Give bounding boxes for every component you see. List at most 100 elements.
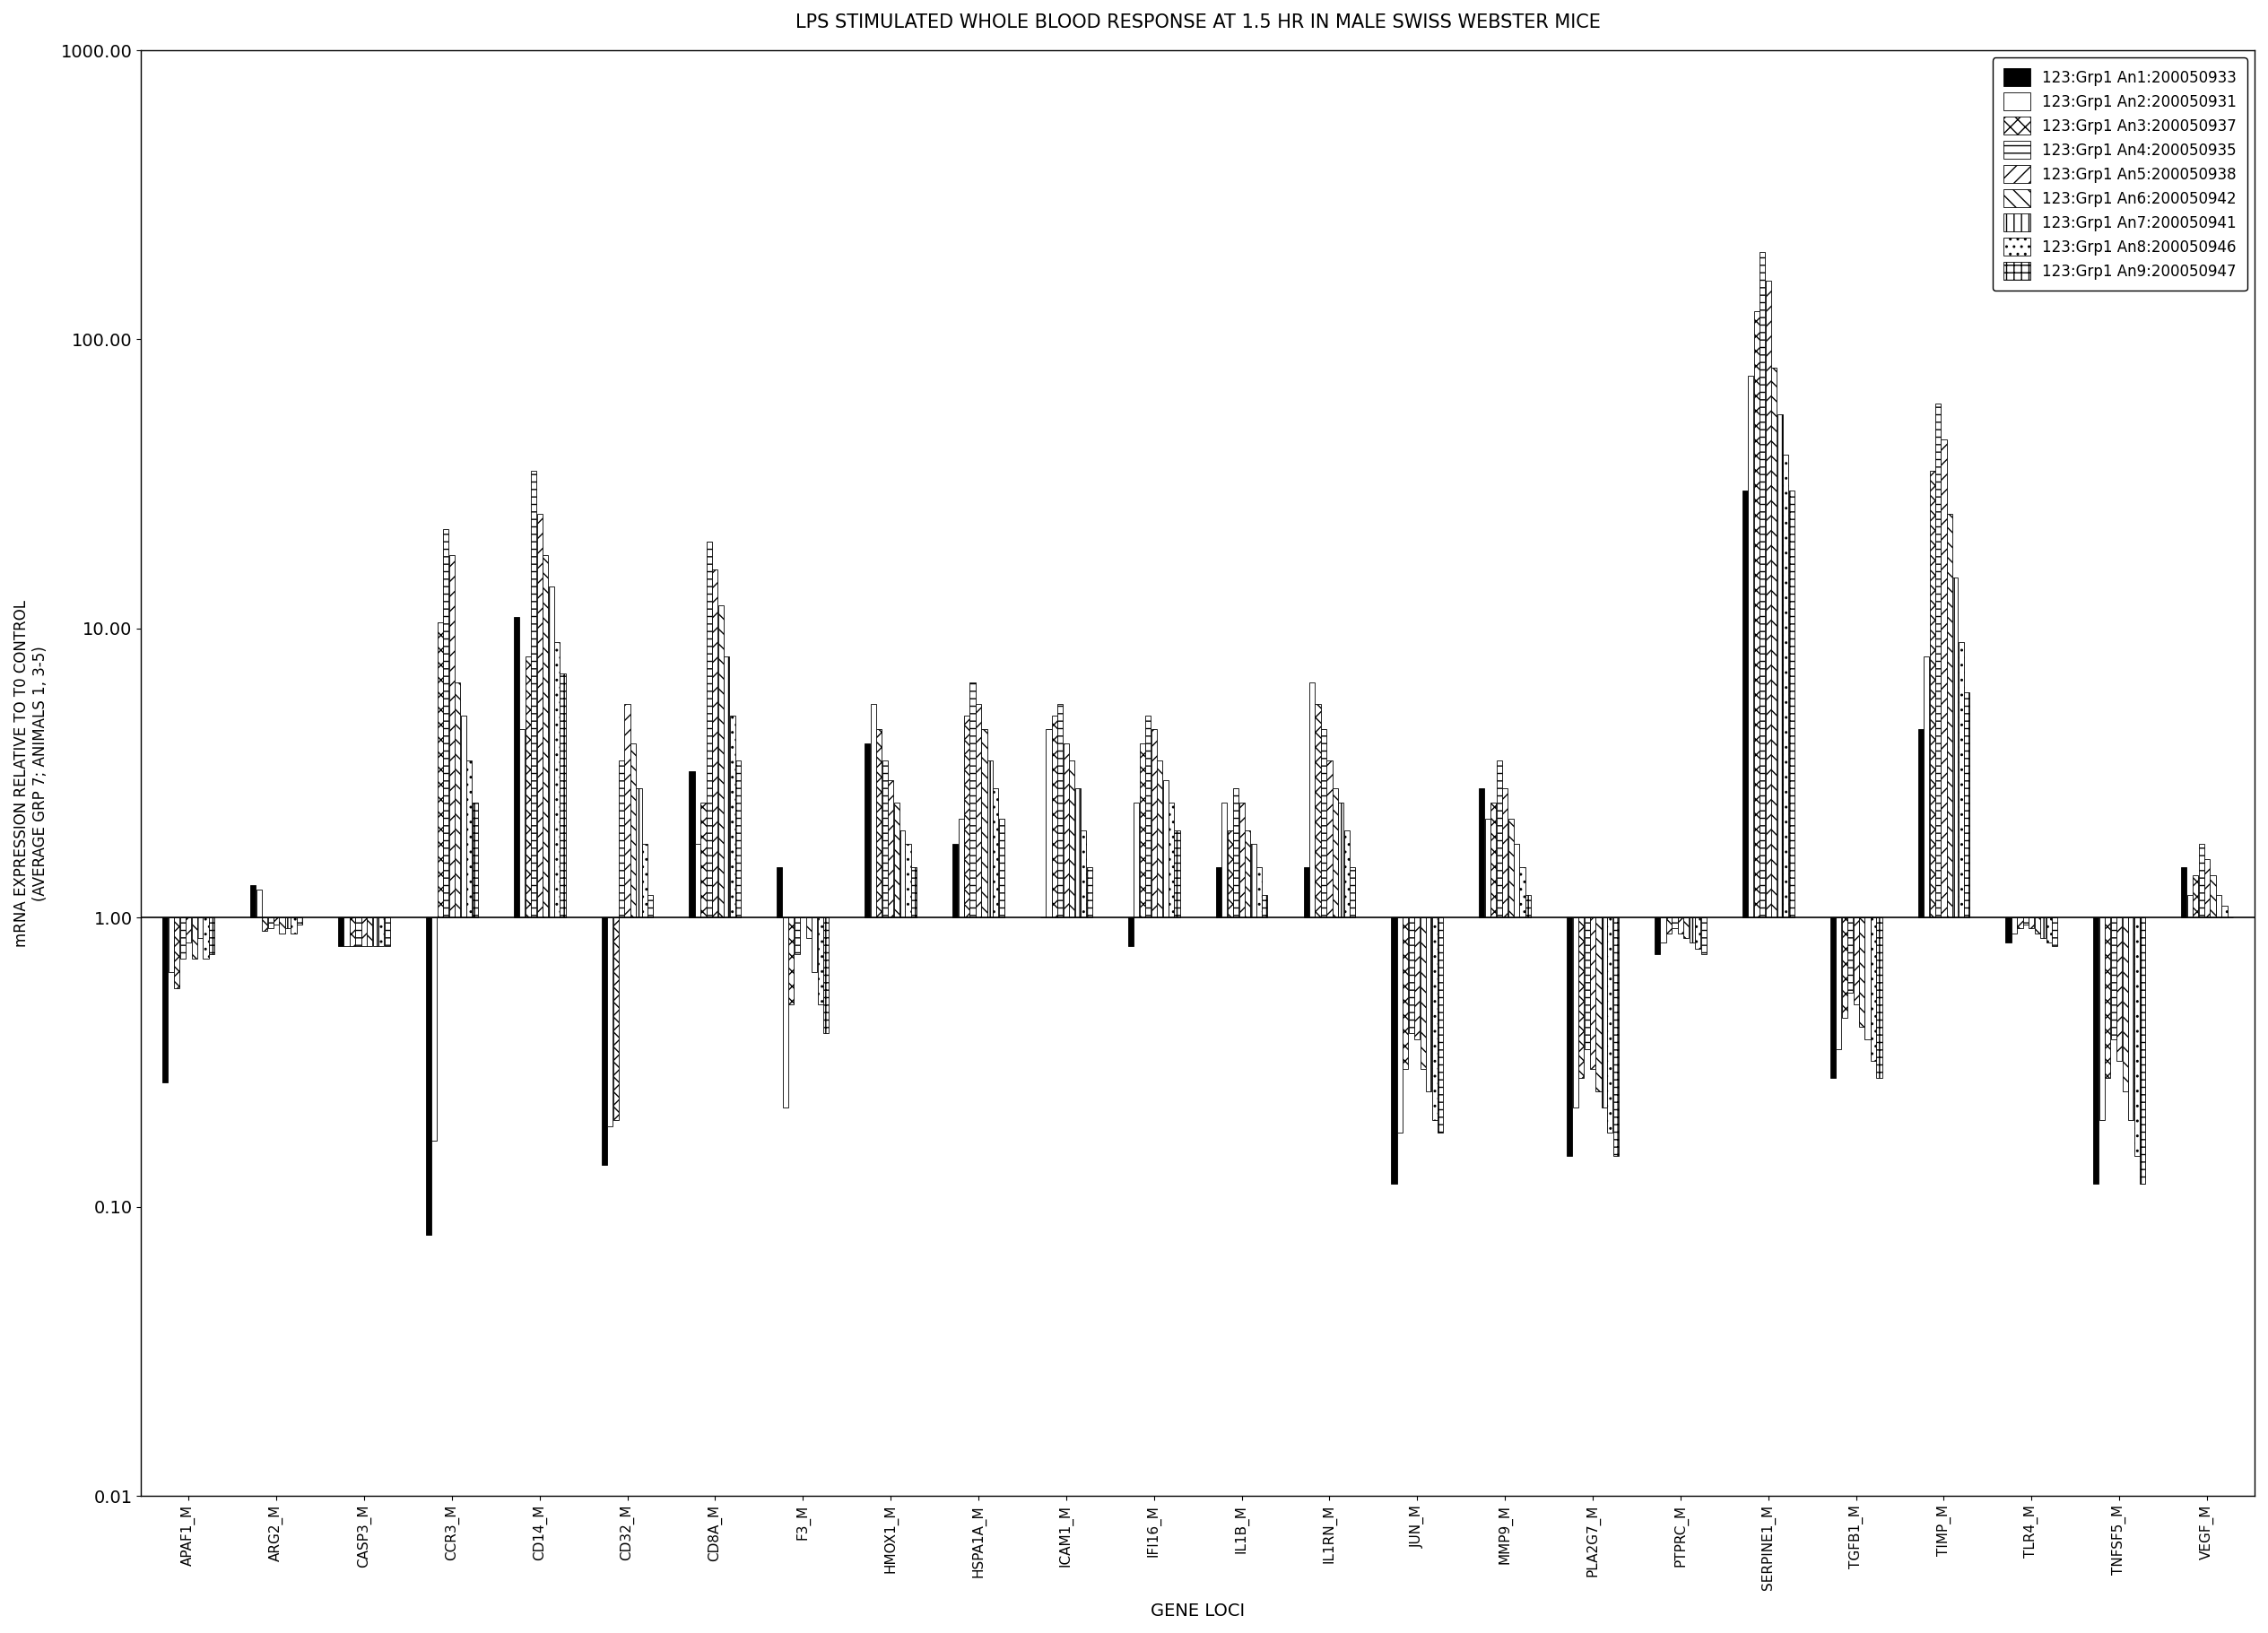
Bar bbox=[1701, 918, 1706, 954]
Bar bbox=[730, 715, 735, 918]
Bar bbox=[456, 683, 460, 918]
Legend: 123:Grp1 An1:200050933, 123:Grp1 An2:200050931, 123:Grp1 An3:200050937, 123:Grp1: 123:Grp1 An1:200050933, 123:Grp1 An2:200… bbox=[1994, 57, 2248, 291]
Bar bbox=[2134, 918, 2139, 1156]
Bar bbox=[1349, 867, 1356, 918]
Bar bbox=[279, 918, 286, 934]
Bar bbox=[345, 918, 349, 946]
Y-axis label: mRNA EXPRESSION RELATIVE TO T0 CONTROL
(AVERAGE GRP 7; ANIMALS 1, 3-5): mRNA EXPRESSION RELATIVE TO T0 CONTROL (… bbox=[14, 599, 48, 947]
Bar bbox=[2012, 918, 2016, 934]
Bar bbox=[179, 918, 186, 959]
Bar bbox=[1334, 789, 1338, 918]
Bar bbox=[2182, 867, 2186, 918]
Bar bbox=[1238, 803, 1245, 918]
Bar bbox=[812, 918, 816, 972]
Bar bbox=[2105, 918, 2112, 1078]
Bar bbox=[964, 715, 968, 918]
Bar bbox=[426, 918, 431, 1235]
Bar bbox=[1960, 642, 1964, 918]
Bar bbox=[1694, 918, 1701, 949]
Bar bbox=[864, 743, 871, 918]
Bar bbox=[1765, 281, 1771, 918]
Bar bbox=[431, 918, 438, 1140]
Bar bbox=[1526, 895, 1531, 918]
Bar bbox=[871, 704, 875, 918]
Bar bbox=[2041, 918, 2046, 937]
Bar bbox=[608, 918, 612, 1127]
Bar bbox=[472, 803, 479, 918]
Bar bbox=[1690, 918, 1694, 942]
Bar bbox=[1678, 918, 1683, 934]
Bar bbox=[1139, 743, 1145, 918]
Bar bbox=[2139, 918, 2146, 1184]
Bar bbox=[2223, 906, 2227, 918]
Bar bbox=[204, 918, 209, 959]
Bar bbox=[900, 831, 905, 918]
Bar bbox=[1520, 867, 1524, 918]
Bar bbox=[1315, 704, 1320, 918]
Bar bbox=[2030, 918, 2034, 928]
Bar bbox=[175, 918, 179, 988]
Bar bbox=[1930, 472, 1935, 918]
Bar bbox=[168, 918, 175, 972]
Bar bbox=[1127, 918, 1134, 946]
Bar bbox=[1590, 918, 1594, 1070]
Bar bbox=[1842, 918, 1846, 1017]
Bar bbox=[1579, 918, 1583, 1078]
Bar bbox=[689, 772, 694, 918]
Bar bbox=[2186, 895, 2193, 918]
Bar bbox=[701, 803, 705, 918]
Bar bbox=[1760, 253, 1765, 918]
Bar bbox=[1479, 789, 1486, 918]
Bar bbox=[1234, 789, 1238, 918]
Bar bbox=[268, 918, 272, 928]
Bar bbox=[1397, 918, 1402, 1133]
Bar bbox=[1134, 803, 1139, 918]
Bar bbox=[1256, 867, 1261, 918]
Bar bbox=[2193, 875, 2198, 918]
Bar bbox=[256, 890, 261, 918]
Bar bbox=[719, 606, 723, 918]
Bar bbox=[1068, 761, 1075, 918]
Bar bbox=[1338, 803, 1343, 918]
Bar bbox=[2053, 918, 2057, 946]
Bar bbox=[2093, 918, 2098, 1184]
Bar bbox=[993, 789, 998, 918]
Bar bbox=[2005, 918, 2012, 942]
Bar bbox=[2116, 918, 2123, 1061]
Bar bbox=[635, 789, 642, 918]
Bar bbox=[1672, 918, 1678, 928]
Bar bbox=[694, 844, 701, 918]
Bar bbox=[601, 918, 608, 1164]
Bar bbox=[1572, 918, 1579, 1107]
Bar bbox=[1216, 867, 1220, 918]
Bar bbox=[912, 867, 916, 918]
Bar bbox=[1789, 490, 1794, 918]
Bar bbox=[2016, 918, 2023, 928]
Bar bbox=[649, 895, 653, 918]
Bar bbox=[1345, 831, 1349, 918]
Bar bbox=[249, 885, 256, 918]
Bar bbox=[708, 542, 712, 918]
Bar bbox=[367, 918, 372, 946]
Bar bbox=[1853, 918, 1860, 1004]
Bar bbox=[2100, 918, 2105, 1120]
Bar bbox=[560, 673, 565, 918]
Bar bbox=[2209, 875, 2216, 918]
Bar bbox=[1309, 683, 1315, 918]
Bar bbox=[1778, 415, 1783, 918]
Bar bbox=[735, 761, 742, 918]
Bar bbox=[971, 683, 975, 918]
Bar bbox=[1163, 779, 1168, 918]
Bar bbox=[1783, 454, 1789, 918]
Bar bbox=[1597, 918, 1601, 1092]
Bar bbox=[953, 844, 957, 918]
Bar bbox=[1490, 803, 1497, 918]
Bar bbox=[442, 529, 449, 918]
Bar bbox=[1771, 367, 1776, 918]
Bar bbox=[1513, 844, 1520, 918]
Bar bbox=[186, 918, 191, 942]
Bar bbox=[887, 779, 894, 918]
Bar bbox=[894, 803, 898, 918]
Bar bbox=[460, 715, 467, 918]
Bar bbox=[631, 743, 635, 918]
